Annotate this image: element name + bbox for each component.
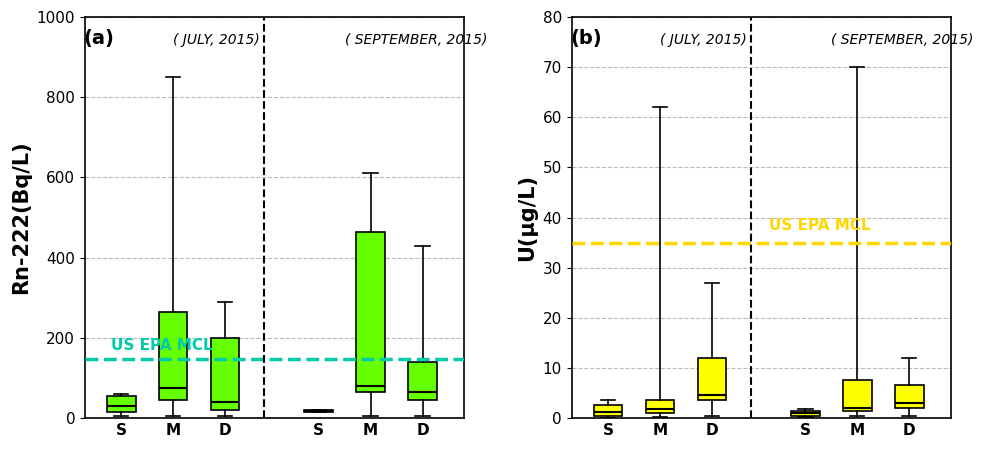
PathPatch shape bbox=[356, 232, 385, 392]
Y-axis label: U(μg/L): U(μg/L) bbox=[517, 174, 537, 261]
PathPatch shape bbox=[646, 401, 674, 413]
Text: ( JULY, 2015): ( JULY, 2015) bbox=[660, 33, 746, 47]
PathPatch shape bbox=[843, 380, 872, 410]
PathPatch shape bbox=[409, 362, 436, 400]
PathPatch shape bbox=[107, 396, 135, 412]
Text: ( SEPTEMBER, 2015): ( SEPTEMBER, 2015) bbox=[831, 33, 974, 47]
Text: US EPA MCL: US EPA MCL bbox=[111, 338, 213, 352]
Text: US EPA MCL: US EPA MCL bbox=[768, 218, 871, 233]
PathPatch shape bbox=[791, 410, 820, 415]
PathPatch shape bbox=[895, 385, 923, 408]
Y-axis label: Rn-222(Bq/L): Rn-222(Bq/L) bbox=[11, 141, 31, 295]
Text: ( SEPTEMBER, 2015): ( SEPTEMBER, 2015) bbox=[345, 33, 487, 47]
PathPatch shape bbox=[698, 358, 727, 401]
PathPatch shape bbox=[159, 312, 188, 400]
PathPatch shape bbox=[304, 410, 333, 412]
PathPatch shape bbox=[593, 405, 622, 415]
Text: (b): (b) bbox=[571, 29, 602, 48]
Text: (a): (a) bbox=[83, 29, 114, 48]
Text: ( JULY, 2015): ( JULY, 2015) bbox=[173, 33, 260, 47]
PathPatch shape bbox=[211, 338, 240, 410]
